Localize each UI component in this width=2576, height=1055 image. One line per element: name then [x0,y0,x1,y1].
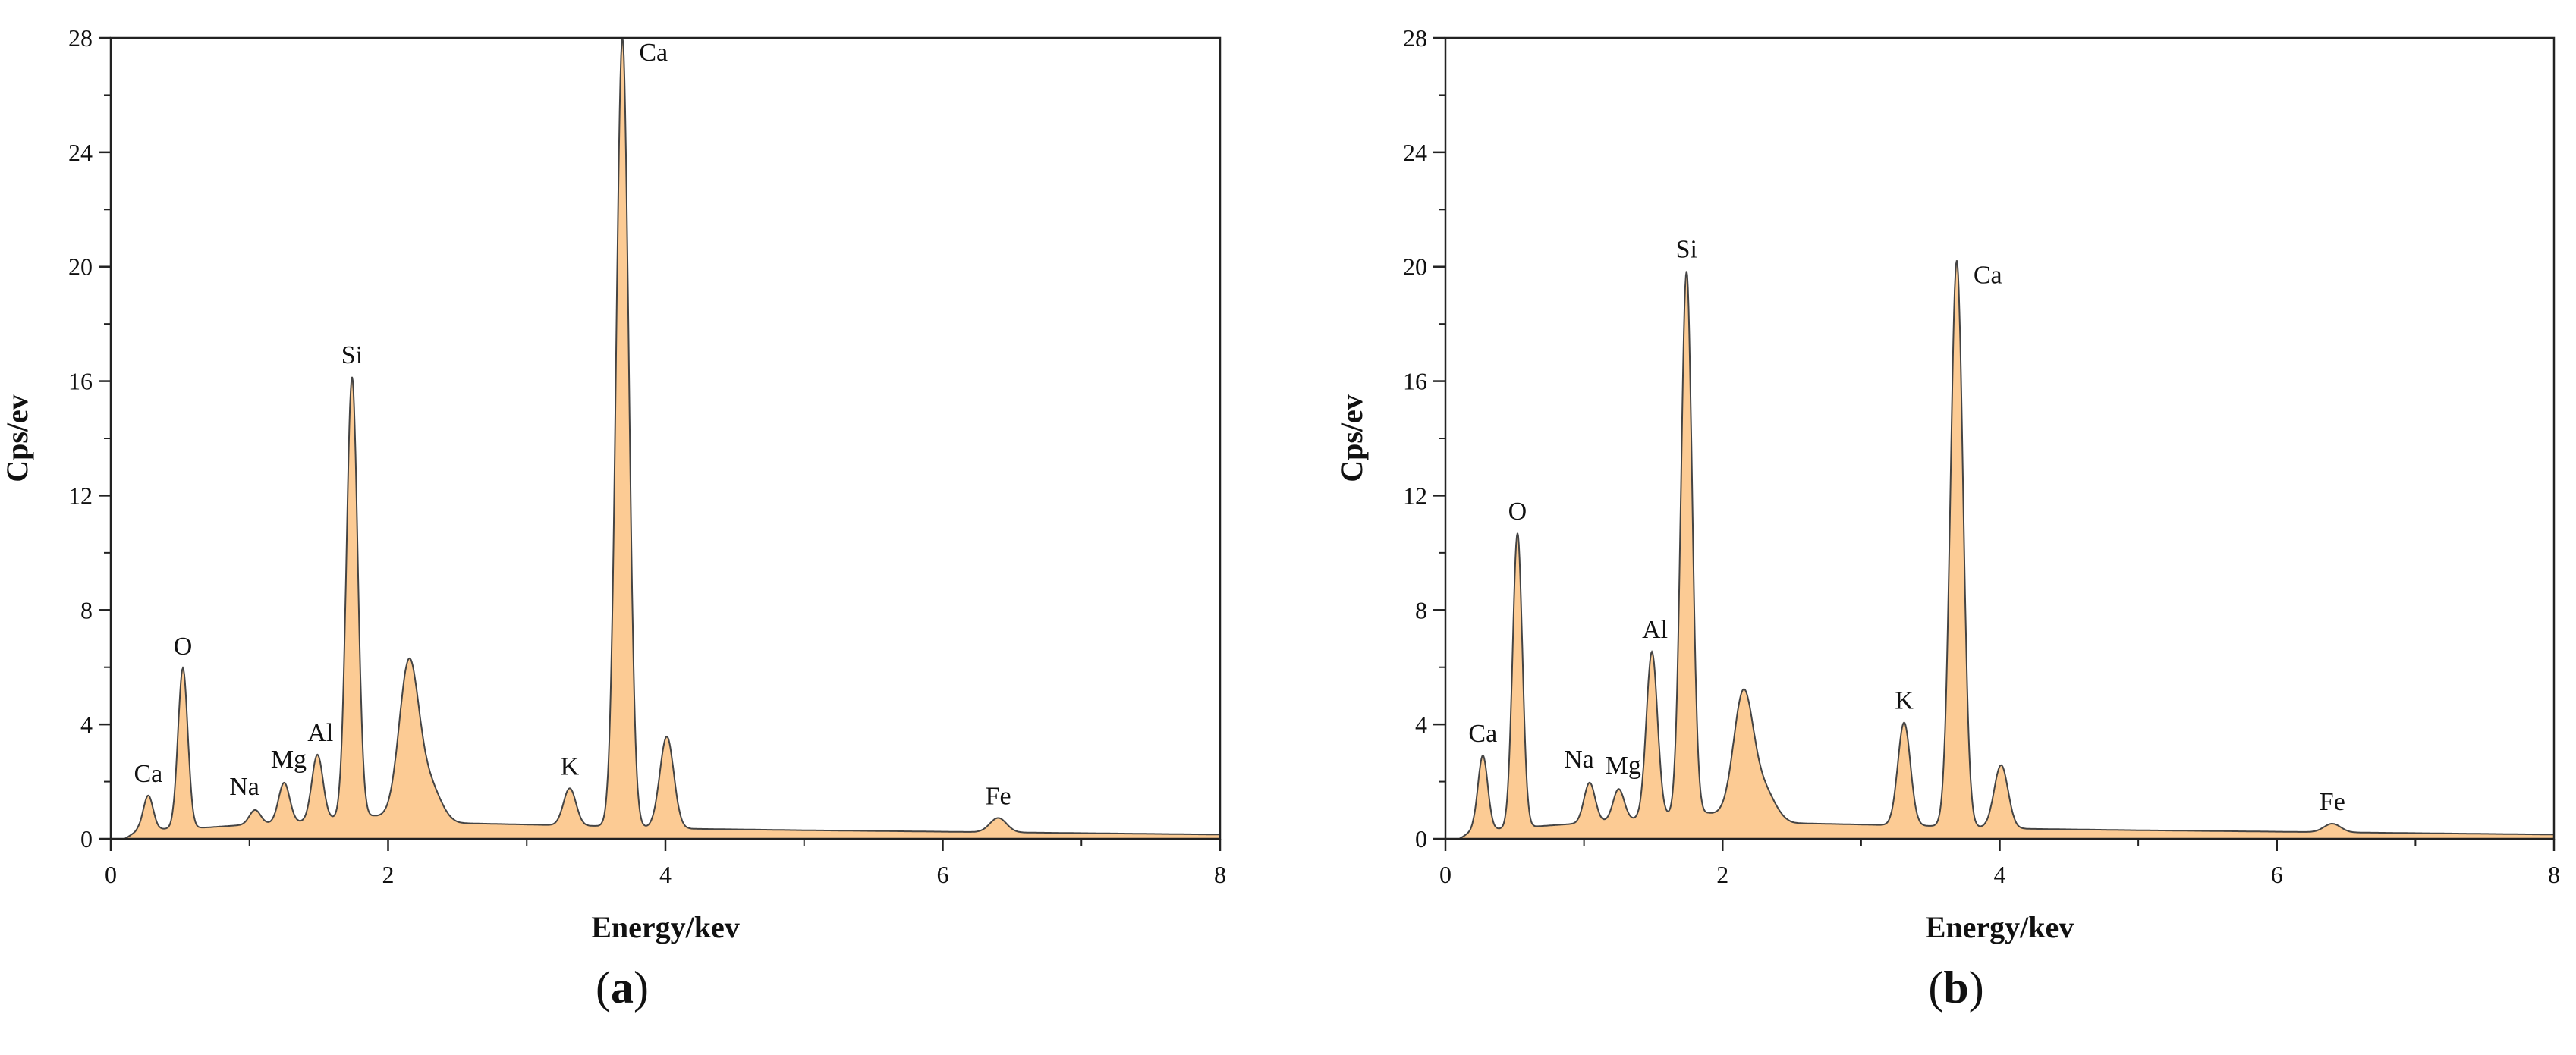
peak-label-o: O [1508,498,1527,526]
panel-caption: (b) [1928,962,1983,1013]
caption-close-paren: ) [1969,962,1984,1013]
y-tick-label: 28 [68,24,93,52]
x-tick-label: 0 [105,861,117,888]
plot-frame [109,36,1222,840]
x-tick-label: 8 [1214,861,1226,888]
peak-label-ca: Ca [639,39,668,67]
x-tick-label: 6 [937,861,949,888]
peak-label-fe: Fe [986,782,1011,810]
x-axis-title: Energy/kev [591,910,740,944]
y-tick-label: 0 [1415,825,1427,852]
y-tick-label: 12 [68,482,93,509]
y-tick-label: 4 [1415,711,1427,738]
y-tick-label: 28 [1403,24,1427,52]
spectrum-area [111,38,1220,839]
y-tick-label: 20 [68,253,93,281]
peak-label-ca: Ca [134,760,162,788]
peak-label-na: Na [229,773,259,801]
spectrum-line [1445,260,2554,840]
panel-a: 0 2 4 6 80481216202428Energy/kevCps/evCaONaM… [0,24,1226,1013]
peak-label-ca: Ca [1974,261,2002,289]
x-tick-label: 6 [2271,861,2283,888]
x-tick-label: 8 [2548,861,2560,888]
spectrum-line [111,37,1220,840]
y-tick-label: 4 [80,711,93,738]
y-tick-label: 24 [1403,139,1427,166]
peak-label-ca: Ca [1468,720,1497,748]
caption-letter: b [1943,962,1968,1013]
x-tick-label: 2 [382,861,395,888]
caption-open-paren: ( [1928,962,1943,1013]
peak-label-k: K [1895,687,1914,715]
caption-close-paren: ) [634,962,649,1013]
y-tick-label: 8 [1415,596,1427,623]
y-axis-title: Cps/ev [0,394,34,482]
panel-caption: (a) [596,962,649,1013]
y-tick-label: 0 [80,825,93,852]
y-axis-title: Cps/ev [1335,394,1369,482]
y-tick-label: 8 [80,596,93,623]
x-tick-label: 4 [659,861,672,888]
peak-label-fe: Fe [2320,788,2345,816]
plot-frame [1444,36,2556,840]
peak-label-al: Al [1642,616,1668,644]
y-tick-label: 12 [1403,482,1427,509]
peak-label-si: Si [1676,235,1697,263]
peak-label-al: Al [307,719,333,747]
caption-open-paren: ( [596,962,611,1013]
peak-label-mg: Mg [271,746,307,774]
peak-label-k: K [561,752,580,780]
x-axis-title: Energy/kev [1926,910,2074,944]
y-tick-label: 16 [1403,368,1427,395]
y-tick-label: 16 [68,368,93,395]
y-tick-label: 20 [1403,253,1427,281]
peak-label-na: Na [1564,746,1594,774]
y-tick-label: 24 [68,139,93,166]
x-tick-label: 4 [1994,861,2006,888]
x-tick-label: 2 [1716,861,1728,888]
peak-label-mg: Mg [1606,752,1641,780]
x-tick-label: 0 [1439,861,1452,888]
caption-letter: a [611,962,634,1013]
peak-label-o: O [174,633,193,661]
peak-label-si: Si [341,341,363,369]
